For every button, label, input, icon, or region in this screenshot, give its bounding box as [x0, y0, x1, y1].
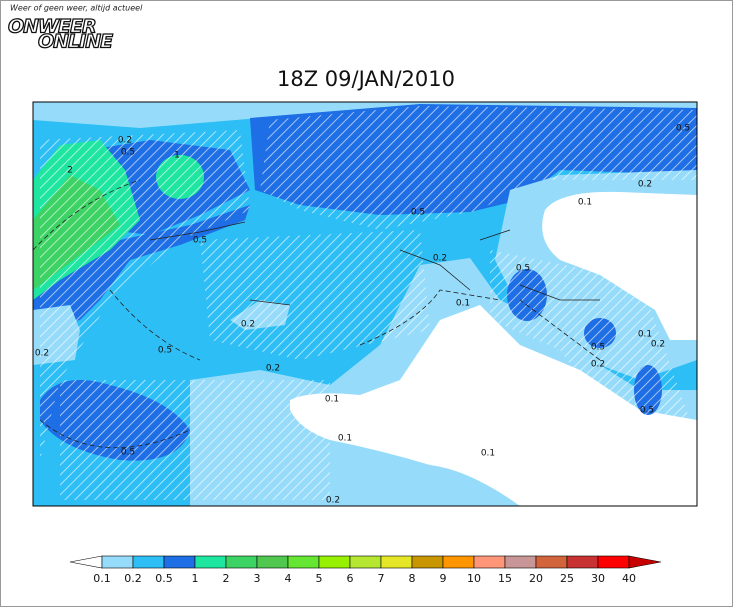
legend-label: 9 [440, 572, 447, 585]
legend-label: 10 [467, 572, 481, 585]
contour-label: 0.5 [193, 236, 207, 246]
contour-label: 1 [174, 151, 180, 161]
contour-label: 0.5 [591, 343, 605, 353]
legend-swatch [597, 555, 630, 569]
map-border [32, 101, 698, 507]
legend-label: 6 [347, 572, 354, 585]
legend-swatch [318, 555, 351, 569]
legend-swatch [349, 555, 382, 569]
contour-label: 0.5 [121, 448, 135, 458]
legend-swatch [411, 555, 444, 569]
border-line [149, 221, 600, 306]
contour-label: 0.2 [266, 364, 280, 374]
legend: 0.1 0.2 0.5 1 2 3 4 5 6 7 8 9 10 15 20 25 30 40 [69, 555, 662, 585]
contour-label: 0.2 [651, 340, 665, 350]
contour-label: 0.2 [326, 496, 340, 506]
legend-swatch [163, 555, 196, 569]
map-title: 18Z 09/JAN/2010 [277, 67, 455, 91]
hatching [490, 250, 690, 460]
map-field [33, 102, 697, 506]
contour-label: 0.2 [591, 360, 605, 370]
land [290, 305, 697, 506]
field-01 [436, 477, 448, 497]
legend-label: 15 [498, 572, 512, 585]
contour-label: 0.2 [433, 254, 447, 264]
legend-label: 0.5 [155, 572, 173, 585]
legend-swatch [132, 555, 165, 569]
logo-line2: ONLINE [38, 31, 113, 53]
contour-label: 0.1 [325, 395, 339, 405]
legend-label: 0.2 [124, 572, 142, 585]
contour-label: 0.5 [640, 406, 654, 416]
legend-label: 4 [285, 572, 292, 585]
legend-label: 30 [591, 572, 605, 585]
contour-label: 2 [67, 166, 73, 176]
legend-swatch [256, 555, 289, 569]
legend-label: 2 [223, 572, 230, 585]
contour-label: 0.5 [121, 148, 135, 158]
legend-label: 5 [316, 572, 323, 585]
legend-label: 0.1 [93, 572, 111, 585]
legend-swatch [101, 555, 134, 569]
logo-tagline: Weer of geen weer, altijd actueel [10, 4, 143, 13]
hatching [40, 130, 250, 460]
legend-label: 20 [529, 572, 543, 585]
legend-swatch [535, 555, 568, 569]
legend-swatch [194, 555, 227, 569]
legend-swatch [380, 555, 413, 569]
land [542, 191, 697, 340]
contour-label: 0.2 [241, 320, 255, 330]
legend-label: 8 [409, 572, 416, 585]
legend-label: 25 [560, 572, 574, 585]
contour-label: 0.5 [676, 124, 690, 134]
contour-label: 0.5 [158, 346, 172, 356]
contour-label: 0.2 [638, 180, 652, 190]
contour-labels: 0.20.5 120.50.50.20.10.20.50.10.20.10.5 0.… [35, 124, 690, 506]
legend-swatch [225, 555, 258, 569]
legend-swatch [566, 555, 599, 569]
legend-label: 7 [378, 572, 385, 585]
legend-swatch [287, 555, 320, 569]
contour-label: 0.2 [35, 349, 49, 359]
legend-label: 1 [192, 572, 199, 585]
hatching [260, 106, 697, 230]
hatching [60, 380, 330, 500]
legend-swatch [504, 555, 537, 569]
contour-label: 0.5 [516, 264, 530, 274]
hatching [200, 230, 430, 360]
contour-label: 0.1 [456, 299, 470, 309]
legend-label: 3 [254, 572, 261, 585]
logo-line1: ONWEER [8, 16, 96, 38]
legend-arrow-high [628, 555, 662, 569]
contour-label: 0.1 [578, 198, 592, 208]
contour-line [33, 179, 601, 449]
legend-swatch [473, 555, 506, 569]
contour-label: 0.1 [638, 330, 652, 340]
contour-label: 0.2 [118, 136, 132, 146]
contour-label: 0.1 [481, 449, 495, 459]
contour-label: 0.5 [411, 208, 425, 218]
contour-label: 0.1 [338, 434, 352, 444]
legend-swatch [442, 555, 475, 569]
legend-label: 40 [622, 572, 636, 585]
